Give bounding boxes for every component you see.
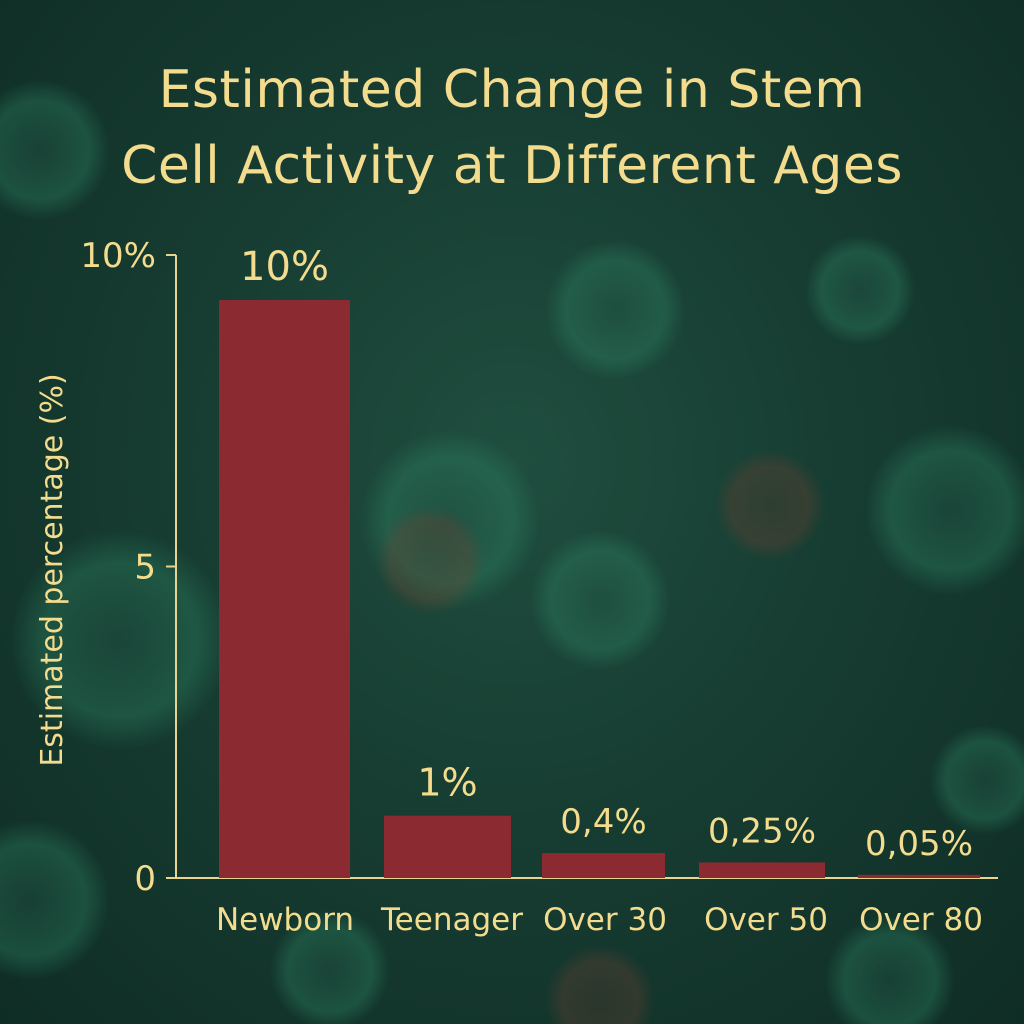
data-label: 0,4% — [560, 802, 646, 842]
x-tick-labels: Newborn Teenager Over 30 Over 50 Over 80 — [216, 902, 983, 938]
x-tick-label: Over 50 — [704, 902, 828, 938]
y-axis — [166, 254, 177, 879]
data-label: 0,25% — [708, 811, 816, 851]
x-tick-label: Over 30 — [543, 902, 667, 938]
bar-newborn — [219, 300, 350, 878]
x-tick-label: Newborn — [216, 902, 354, 938]
y-tick-label: 10% — [80, 236, 156, 276]
data-label: 0,05% — [865, 824, 973, 864]
y-tick-label: 0 — [134, 859, 156, 899]
bar-over-30 — [542, 853, 665, 878]
y-axis-label: Estimated percentage (%) — [35, 373, 70, 766]
x-tick-label: Teenager — [380, 902, 523, 938]
x-tick-label: Over 80 — [859, 902, 983, 938]
chart-title: Estimated Change in Stem Cell Activity a… — [0, 52, 1024, 204]
y-tick-labels: 10% 5 0 — [80, 236, 156, 899]
chart-title-line-2: Cell Activity at Different Ages — [121, 136, 903, 196]
bar-over-50 — [699, 862, 825, 878]
y-tick-label: 5 — [134, 548, 156, 588]
data-label: 10% — [240, 244, 329, 290]
bars — [219, 300, 980, 878]
bar-teenager — [384, 815, 511, 878]
data-labels: 10% 1% 0,4% 0,25% 0,05% — [240, 244, 973, 864]
chart-title-line-1: Estimated Change in Stem — [158, 60, 866, 120]
bar-over-80 — [858, 874, 980, 878]
data-label: 1% — [417, 761, 477, 805]
